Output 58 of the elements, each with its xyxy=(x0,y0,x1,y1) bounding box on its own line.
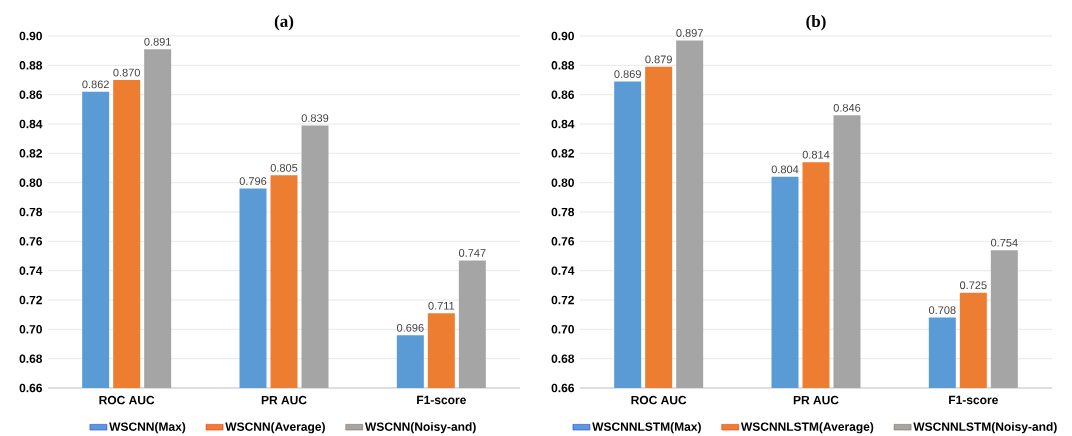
y-tick-label: 0.66 xyxy=(551,383,575,393)
data-label: 0.805 xyxy=(270,163,298,172)
data-label: 0.814 xyxy=(802,150,830,159)
data-label: 0.879 xyxy=(645,55,672,64)
x-tick-label: PR AUC xyxy=(793,395,839,405)
y-tick-label: 0.82 xyxy=(551,148,574,158)
x-tick-label: F1-score xyxy=(417,395,466,405)
x-tick-label: F1-score xyxy=(949,395,998,405)
legend-label: WSCNNLSTM(Average) xyxy=(740,421,874,434)
y-tick-label: 0.70 xyxy=(19,324,42,334)
y-tick-label: 0.66 xyxy=(19,383,43,393)
legend-label: WSCNN(Max) xyxy=(109,421,186,434)
data-label: 0.862 xyxy=(82,80,109,89)
legend-label: WSCNN(Noisy-and) xyxy=(365,421,476,434)
y-tick-label: 0.72 xyxy=(551,295,574,305)
data-label: 0.839 xyxy=(301,114,329,122)
y-tick-label: 0.82 xyxy=(19,148,42,158)
y-tick-label: 0.68 xyxy=(551,354,575,363)
data-label: 0.754 xyxy=(990,238,1018,247)
x-tick-label: PR AUC xyxy=(261,395,307,405)
legend-label: WSCNNLSTM(Max) xyxy=(592,421,701,434)
y-tick-label: 0.88 xyxy=(19,60,43,70)
legend-label: WSCNN(Average) xyxy=(225,421,325,434)
y-tick-label: 0.86 xyxy=(551,90,575,99)
y-tick-label: 0.76 xyxy=(551,236,575,246)
y-tick-label: 0.88 xyxy=(551,60,575,70)
y-tick-label: 0.80 xyxy=(19,178,42,187)
data-label: 0.708 xyxy=(928,306,956,314)
data-label: 0.711 xyxy=(428,301,455,310)
data-label: 0.870 xyxy=(113,68,140,77)
chart-title: (a) xyxy=(274,14,294,31)
y-tick-label: 0.74 xyxy=(551,266,575,275)
data-label: 0.846 xyxy=(833,103,861,112)
data-label: 0.869 xyxy=(614,70,641,78)
y-tick-label: 0.76 xyxy=(19,236,43,246)
x-tick-label: ROC AUC xyxy=(631,395,687,405)
y-tick-label: 0.84 xyxy=(19,119,43,129)
y-tick-label: 0.78 xyxy=(551,207,575,217)
data-label: 0.725 xyxy=(959,281,987,289)
y-tick-label: 0.84 xyxy=(551,119,575,129)
y-tick-label: 0.72 xyxy=(19,295,42,305)
data-label: 0.897 xyxy=(676,28,703,37)
data-label: 0.891 xyxy=(144,37,171,46)
x-tick-label: ROC AUC xyxy=(99,395,155,405)
y-tick-label: 0.90 xyxy=(551,31,574,41)
y-tick-label: 0.70 xyxy=(551,324,574,334)
data-label: 0.796 xyxy=(239,177,267,185)
chart-title: (b) xyxy=(806,14,826,31)
data-label: 0.804 xyxy=(771,165,799,174)
y-tick-label: 0.68 xyxy=(19,354,43,363)
y-tick-label: 0.80 xyxy=(551,178,574,187)
y-tick-label: 0.74 xyxy=(19,266,43,275)
legend-label: WSCNNLSTM(Noisy-and) xyxy=(913,421,1057,434)
data-label: 0.696 xyxy=(396,323,424,332)
data-label: 0.747 xyxy=(458,248,486,257)
y-tick-label: 0.90 xyxy=(19,31,42,41)
y-tick-label: 0.78 xyxy=(19,207,43,217)
y-tick-label: 0.86 xyxy=(19,90,43,99)
